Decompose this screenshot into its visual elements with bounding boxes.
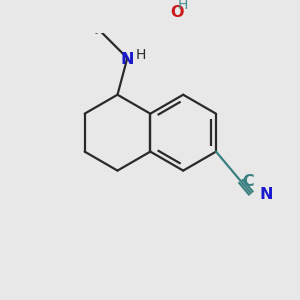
Text: H: H (177, 0, 188, 12)
Text: H: H (135, 48, 146, 62)
Text: N: N (121, 52, 134, 68)
Text: O: O (170, 5, 184, 20)
Polygon shape (132, 5, 166, 16)
Text: C: C (242, 174, 254, 189)
Text: N: N (260, 187, 273, 202)
